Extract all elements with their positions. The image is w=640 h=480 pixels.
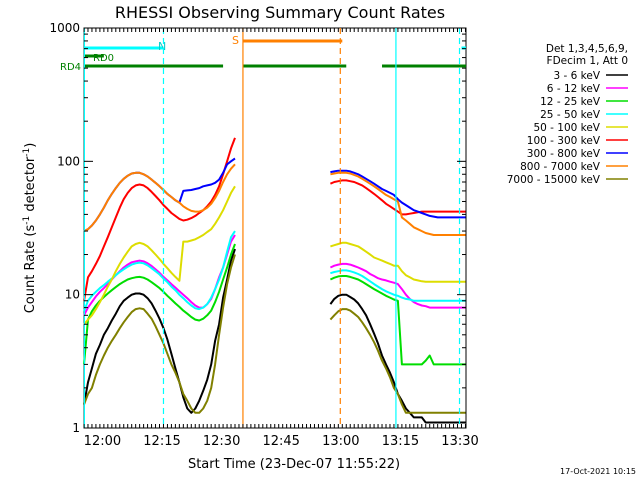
x-tick-label: 12:00 — [84, 434, 121, 449]
flag-labels: N S RD0 RD4 — [60, 34, 239, 73]
x-tick-label: 13:15 — [382, 434, 419, 449]
y-axis-label: Count Rate (s-1 detector-1) — [22, 143, 38, 314]
x-tick-label: 13:30 — [441, 434, 478, 449]
y-axis-label-part3: ) — [23, 143, 38, 148]
series-line-9 — [83, 254, 466, 414]
series-line-6 — [83, 137, 466, 301]
y-tick-label: 10 — [65, 288, 80, 302]
night-flag-label: N — [158, 40, 166, 53]
legend-label: 100 - 300 keV — [527, 135, 601, 147]
y-axis-label-sup1: -1 — [22, 216, 32, 225]
y-axis-label-part2: detector — [23, 156, 38, 216]
legend-label: 6 - 12 keV — [547, 83, 601, 95]
legend-header-line2: FDecim 1, Att 0 — [547, 55, 628, 67]
legend-header-line1: Det 1,3,4,5,6,9, — [546, 43, 628, 55]
x-tick-label: 12:45 — [262, 434, 299, 449]
series-layer — [83, 137, 466, 424]
y-axis-label-sup2: -1 — [22, 148, 32, 157]
rd4-flag-label: RD4 — [60, 62, 81, 73]
legend-label: 50 - 100 keV — [533, 122, 600, 134]
legend-label: 300 - 800 keV — [527, 148, 601, 160]
legend-label: 12 - 25 keV — [540, 96, 601, 108]
flag-bars — [84, 39, 466, 68]
legend-label: 800 - 7000 keV — [520, 161, 601, 173]
y-axis: 1 10 100 1000 — [49, 21, 466, 435]
vertical-markers — [83, 28, 461, 428]
legend-label: 25 - 50 keV — [540, 109, 601, 121]
y-tick-label: 1 — [72, 421, 80, 435]
y-tick-label: 1000 — [49, 21, 80, 35]
series-line-3 — [83, 243, 466, 366]
x-tick-label: 12:30 — [203, 434, 240, 449]
chart-title: RHESSI Observing Summary Count Rates — [115, 3, 445, 22]
legend: Det 1,3,4,5,6,9, FDecim 1, Att 0 3 - 6 k… — [507, 43, 628, 186]
legend-label: 7000 - 15000 keV — [507, 174, 601, 186]
timestamp: 17-Oct-2021 10:15 — [560, 467, 636, 476]
series-line-4 — [83, 230, 466, 312]
x-axis-label: Start Time (23-Dec-07 11:55:22) — [188, 457, 400, 472]
y-tick-label: 100 — [57, 154, 80, 168]
x-axis: 12:00 12:15 12:30 12:45 13:00 13:15 13:30 — [83, 28, 479, 449]
series-line-5 — [83, 185, 466, 325]
series-line-8 — [83, 163, 466, 236]
legend-label: 3 - 6 keV — [553, 70, 600, 82]
x-tick-label: 12:15 — [143, 434, 180, 449]
rd0-flag-label: RD0 — [93, 53, 114, 64]
saa-flag-label: S — [232, 34, 239, 47]
x-tick-label: 13:00 — [322, 434, 359, 449]
y-axis-label-part1: Count Rate (s — [23, 225, 38, 314]
